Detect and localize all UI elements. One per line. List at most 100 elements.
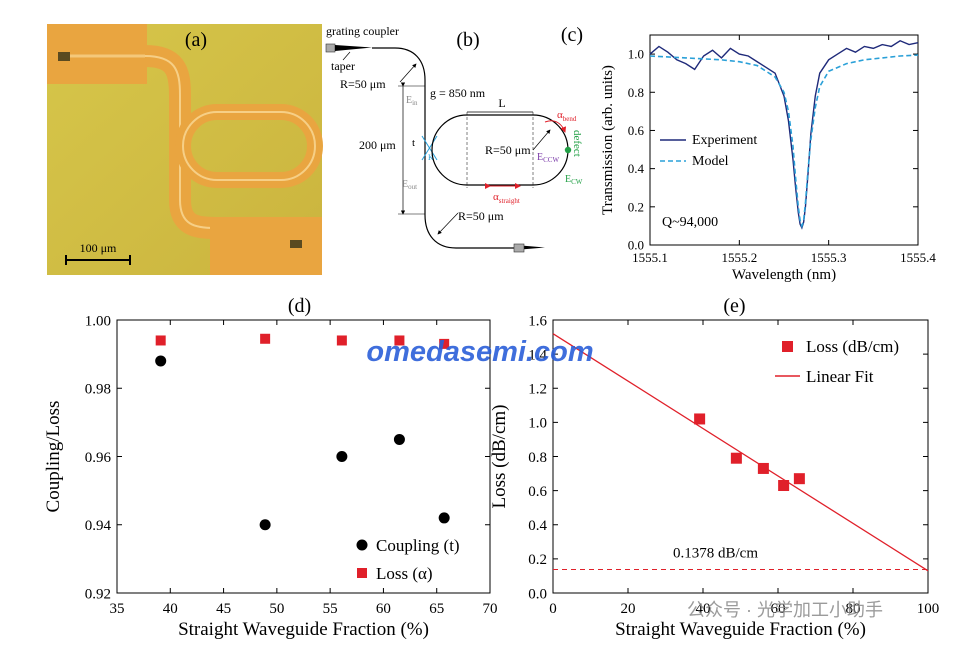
reference-annotation: 0.1378 dB/cm [673, 545, 758, 561]
bottom-pad [210, 220, 322, 275]
y-tick-label: 0.6 [528, 484, 547, 500]
legend-loss-label: Loss (dB/cm) [806, 337, 899, 356]
alpha-straight-label: αstraight [493, 191, 520, 205]
x-axis-label: Straight Waveguide Fraction (%) [615, 619, 866, 640]
y-axis-label: Coupling/Loss [43, 401, 64, 513]
e-cw-label: ECW [565, 174, 583, 186]
e-out-label: Eout [402, 179, 417, 191]
y-axis-label: Loss (dB/cm) [489, 405, 510, 509]
chart-e-loss: 0 20 40 60 80 100 0.0 0.2 0.4 0.6 0.8 1.0 1.2 1.4 1.6 S… [489, 295, 939, 640]
grating-coupler-top [325, 43, 336, 53]
loss-point [793, 473, 805, 485]
y-tick-label: 0.0 [528, 586, 547, 602]
y-tick-label: 0.4 [628, 161, 645, 176]
y-tick-label: 1.0 [628, 47, 644, 62]
scale-bar-label: 100 μm [80, 241, 117, 255]
loss-point [439, 338, 450, 349]
wechat-watermark: 公众号 · 光学加工小助手 [687, 600, 883, 620]
panel-b-schematic: (b) grating coupler taper R=50 μm g = 85… [325, 24, 583, 253]
t-label: t [412, 137, 415, 149]
loss-point [260, 333, 271, 344]
kappa-label: K [428, 153, 434, 162]
site-watermark: omedasemi.com [366, 336, 593, 368]
y-tick-label: 0.8 [528, 450, 547, 466]
y-tick-label: 1.6 [528, 313, 547, 329]
r-bottom-label: R=50 μm [458, 209, 504, 223]
coupling-point [393, 433, 405, 445]
alpha-bend-label: αbend [557, 109, 577, 123]
x-tick-label: 60 [376, 601, 391, 617]
y-tick-label: 0.96 [85, 450, 112, 466]
loss-point [394, 335, 405, 346]
x-tick-label: 70 [483, 601, 498, 617]
x-tick-label: 1555.4 [900, 250, 936, 265]
x-tick-label: 100 [917, 601, 940, 617]
loss-point [155, 335, 166, 346]
y-tick-label: 1.4 [528, 347, 547, 363]
x-tick-label: 35 [110, 601, 125, 617]
e-in-label: Ein [406, 95, 418, 107]
r-ring-label: R=50 μm [485, 143, 531, 157]
chart-d-coupling-loss: 35 40 45 50 55 60 65 70 0.92 0.94 0.96 0.98 1.00 Stra… [43, 295, 498, 640]
panel-label: (d) [288, 295, 311, 317]
y-axis-label: Transmission (arb. units) [600, 65, 616, 215]
loss-point [778, 480, 790, 492]
loss-point [730, 452, 742, 464]
x-tick-label: 0 [549, 601, 557, 617]
taper-top [335, 45, 372, 51]
top-grating [58, 52, 70, 61]
x-tick-label: 40 [696, 601, 711, 617]
grating-coupler-bottom [513, 243, 525, 253]
loss-point [336, 335, 347, 346]
legend-coupling-label: Coupling (t) [376, 536, 460, 555]
y-tick-label: 1.00 [85, 313, 111, 329]
legend-coupling-marker [356, 539, 368, 551]
x-tick-label: 55 [323, 601, 338, 617]
x-axis-label: Straight Waveguide Fraction (%) [178, 619, 429, 640]
panel-b-label: (b) [456, 29, 479, 51]
y-tick-label: 0.4 [528, 518, 547, 534]
bus-waveguide [372, 47, 515, 249]
loss-point [694, 413, 706, 425]
x-tick-label: 1555.3 [811, 250, 847, 265]
y-tick-label: 0.0 [628, 238, 644, 253]
series-experiment-line [649, 39, 919, 230]
legend-loss-label: Loss (α) [376, 564, 433, 583]
y-tick-label: 0.2 [528, 552, 547, 568]
e-ccw-label: ECCW [537, 152, 559, 164]
loss-point [757, 462, 769, 474]
coupling-point [336, 451, 348, 462]
x-tick-label: 1555.2 [721, 250, 757, 265]
r-top-label: R=50 μm [340, 77, 386, 91]
series-model-line [649, 54, 919, 229]
panel-a-label: (a) [185, 29, 207, 51]
length-label: L [498, 96, 505, 110]
y-tick-label: 0.94 [85, 518, 112, 534]
x-tick-label: 40 [163, 601, 178, 617]
coupling-point [259, 519, 271, 531]
legend-model-label: Model [692, 154, 729, 169]
legend-fit-label: Linear Fit [806, 367, 874, 386]
x-tick-label: 1555.1 [632, 250, 668, 265]
legend-loss-marker [782, 341, 793, 352]
y-tick-label: 0.92 [85, 586, 111, 602]
y-tick-label: 0.8 [628, 85, 644, 100]
panel-a-micrograph: 100 μm (a) [47, 24, 323, 275]
x-tick-label: 80 [846, 601, 861, 617]
y-tick-label: 0.2 [628, 199, 644, 214]
panel-label: (e) [723, 295, 745, 317]
plot-frame [649, 34, 919, 246]
x-tick-label: 60 [771, 601, 786, 617]
defect-label: defect [571, 130, 583, 157]
y-tick-label: 0.6 [628, 123, 645, 138]
y-tick-label: 0.98 [85, 382, 111, 398]
coupling-point [155, 355, 167, 367]
chart-c-transmission: 1555.1 1555.2 1555.3 1555.4 0.0 0.2 0.4 0.6 0.8 1… [561, 24, 936, 283]
grating-coupler-label: grating coupler [326, 24, 399, 38]
linear-fit-line [552, 333, 929, 572]
panel-label: (c) [561, 24, 583, 46]
x-tick-label: 45 [216, 601, 231, 617]
x-tick-label: 65 [429, 601, 444, 617]
bottom-grating [290, 240, 302, 248]
